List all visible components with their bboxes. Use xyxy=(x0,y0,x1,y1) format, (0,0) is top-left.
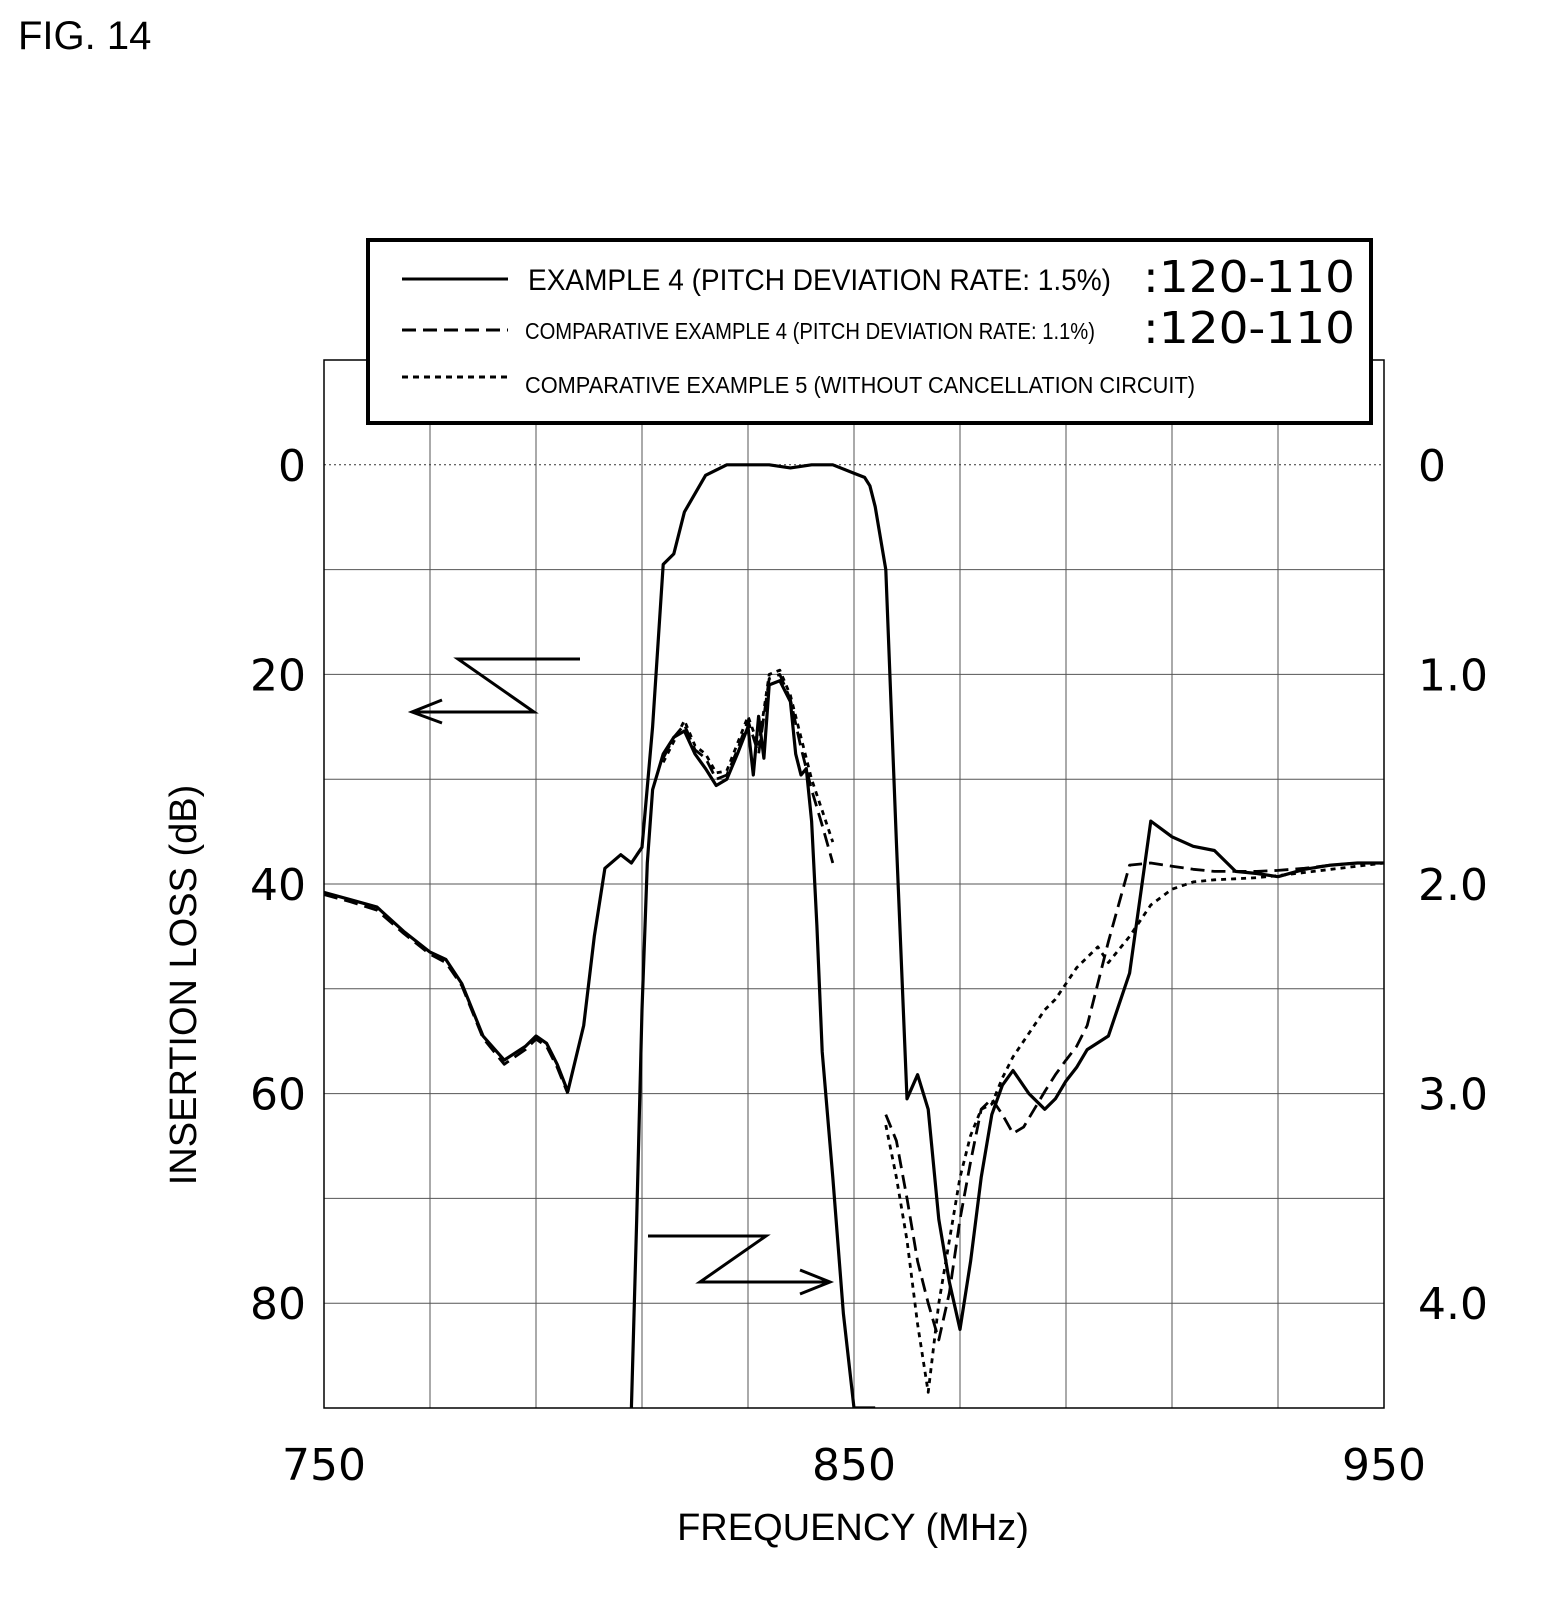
y-right-tick-label: 4.0 xyxy=(1418,1279,1488,1330)
y-right-tick-label: 2.0 xyxy=(1418,860,1488,911)
series-lines xyxy=(324,463,1384,1408)
series-line-dashed-right xyxy=(661,673,835,864)
legend-entry: COMPARATIVE EXAMPLE 5 (WITHOUT CANCELLAT… xyxy=(402,372,1195,398)
legend-ref: :120-110 xyxy=(1143,303,1355,354)
x-axis-title: FREQUENCY (MHz) xyxy=(677,1507,1029,1549)
y-left-tick-label: 80 xyxy=(250,1279,306,1330)
x-tick-label: 950 xyxy=(1342,1440,1426,1491)
y-axis-title: INSERTION LOSS (dB) xyxy=(163,785,205,1186)
y-left-tick-label: 20 xyxy=(250,650,306,701)
figure-label: FIG. 14 xyxy=(18,14,152,58)
legend-entry: COMPARATIVE EXAMPLE 4 (PITCH DEVIATION R… xyxy=(402,303,1355,354)
series-line-dashed-left xyxy=(324,893,570,1095)
tick-labels: 750 850 950 0 20 40 60 80 0 1.0 2.0 3.0 4.0 xyxy=(250,441,1488,1491)
series-line-solid-left xyxy=(324,463,1384,1332)
x-tick-label: 850 xyxy=(812,1440,896,1491)
legend-label: COMPARATIVE EXAMPLE 4 (PITCH DEVIATION R… xyxy=(525,318,1095,344)
left-axis-arrow xyxy=(407,657,580,725)
series-line-dashed-left xyxy=(884,861,1384,1342)
grid xyxy=(324,360,1384,1408)
y-left-tick-label: 60 xyxy=(250,1070,306,1121)
x-tick-label: 750 xyxy=(282,1440,366,1491)
y-left-tick-label: 0 xyxy=(278,441,306,492)
legend: EXAMPLE 4 (PITCH DEVIATION RATE: 1.5%) :… xyxy=(366,238,1373,425)
series-line-solid-right xyxy=(629,679,876,1408)
legend-box xyxy=(366,238,1373,425)
legend-label: COMPARATIVE EXAMPLE 5 (WITHOUT CANCELLAT… xyxy=(525,372,1195,398)
legend-ref: :120-110 xyxy=(1143,252,1355,303)
right-axis-arrow xyxy=(648,1234,835,1296)
y-left-tick-label: 40 xyxy=(250,860,306,911)
legend-label: EXAMPLE 4 (PITCH DEVIATION RATE: 1.5%) xyxy=(528,264,1111,297)
y-right-tick-label: 1.0 xyxy=(1418,650,1488,701)
y-right-tick-label: 3.0 xyxy=(1418,1070,1488,1121)
legend-entry: EXAMPLE 4 (PITCH DEVIATION RATE: 1.5%) :… xyxy=(402,252,1355,303)
y-right-tick-label: 0 xyxy=(1418,441,1446,492)
series-line-dotted-left xyxy=(884,861,1384,1394)
